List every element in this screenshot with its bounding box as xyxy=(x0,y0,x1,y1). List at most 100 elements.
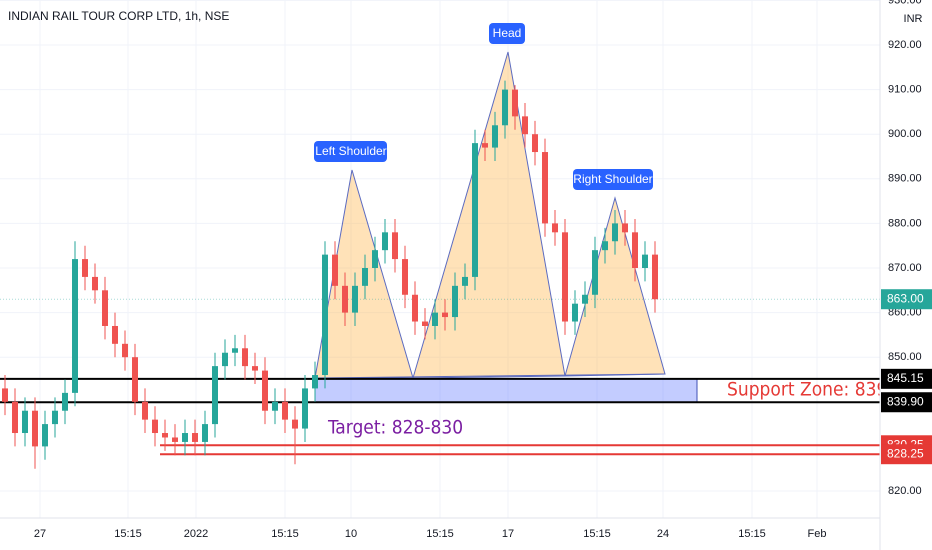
candle-body xyxy=(192,433,198,442)
candle-body xyxy=(162,433,168,438)
price-badge xyxy=(881,368,932,389)
candle-body xyxy=(532,134,538,153)
candle-body xyxy=(152,419,158,434)
candle-body xyxy=(272,401,278,411)
candle-body xyxy=(322,254,328,376)
candle-body xyxy=(342,285,348,313)
price-badge-label: 839.90 xyxy=(887,394,924,408)
levels xyxy=(0,298,880,456)
price-axis xyxy=(880,0,932,550)
candle-body xyxy=(622,223,628,233)
label-box xyxy=(314,141,387,162)
x-tick-label: 17 xyxy=(502,528,514,540)
candle-body xyxy=(632,232,638,268)
candle-body xyxy=(12,401,18,434)
head-label: Head xyxy=(493,26,522,40)
y-tick-label: 900.00 xyxy=(888,128,922,140)
candle-body xyxy=(172,437,178,442)
candle-body xyxy=(412,294,418,322)
candle-body xyxy=(312,375,318,389)
label-box xyxy=(489,23,525,44)
candle-body xyxy=(62,392,68,411)
candle-body xyxy=(462,276,468,286)
x-tick-label: 15:15 xyxy=(271,528,299,540)
candle-body xyxy=(92,276,98,291)
candle-body xyxy=(262,370,268,411)
candle-body xyxy=(552,223,558,233)
x-tick-label: 15:15 xyxy=(426,528,454,540)
candle-body xyxy=(422,321,428,326)
candle-body xyxy=(242,348,248,367)
candle-body xyxy=(382,232,388,251)
support-zone xyxy=(314,378,698,403)
candle-body xyxy=(582,294,588,304)
candle-body xyxy=(52,410,58,425)
candle-body xyxy=(212,366,218,425)
candle-body xyxy=(482,143,488,148)
y-tick-label: 910.00 xyxy=(888,84,922,96)
candle-body xyxy=(492,125,498,148)
axis-labels: 820.00 850.00 860.00 870.00 880.00 890.00 900.… xyxy=(34,0,932,540)
target-label: Target: 828-830 xyxy=(327,417,463,439)
x-tick-label: 24 xyxy=(657,528,669,540)
candle-body xyxy=(302,388,308,429)
candle-body xyxy=(512,89,518,117)
candle-body xyxy=(182,433,188,442)
x-tick-label: 15:15 xyxy=(583,528,611,540)
price-badge xyxy=(881,289,932,310)
candle-body xyxy=(352,285,358,313)
head-shape xyxy=(412,51,566,379)
x-tick-label: 15:15 xyxy=(114,528,142,540)
price-badge xyxy=(881,392,932,413)
candle-body xyxy=(602,241,608,251)
candle-body xyxy=(232,348,238,353)
price-badge-label: 863.00 xyxy=(887,291,924,305)
candle-body xyxy=(452,285,458,318)
candle-body xyxy=(2,388,8,402)
price-badge-label: 828.25 xyxy=(887,446,924,460)
candle-body xyxy=(502,89,508,126)
currency: INR xyxy=(904,13,923,25)
price-badge xyxy=(881,444,932,465)
candle-body xyxy=(362,268,368,286)
y-tick-label: 890.00 xyxy=(888,173,922,185)
x-tick-label: 15:15 xyxy=(738,528,766,540)
candle-body xyxy=(132,357,138,402)
candle-body xyxy=(42,424,48,447)
candle-body xyxy=(392,232,398,260)
y-tick-label: 880.00 xyxy=(888,217,922,229)
label-box xyxy=(573,169,653,190)
x-tick-label: Feb xyxy=(808,528,827,540)
chart-title: INDIAN RAIL TOUR CORP LTD, 1h, NSE xyxy=(8,9,229,23)
candle-body xyxy=(142,401,148,420)
candle-body xyxy=(332,254,338,286)
candle-body xyxy=(72,259,78,393)
right-shoulder-label: Right Shoulder xyxy=(573,172,652,186)
candle-body xyxy=(402,259,408,295)
candle-body xyxy=(372,250,378,268)
candle-body xyxy=(472,143,478,277)
candle-body xyxy=(102,290,108,326)
candle-body xyxy=(542,152,548,224)
candle-body xyxy=(652,254,658,300)
candle-body xyxy=(522,116,528,135)
candles xyxy=(2,80,658,469)
x-tick-label: 2022 xyxy=(184,528,208,540)
candle-body xyxy=(22,410,28,434)
grid xyxy=(0,0,880,518)
y-tick-label: 920.00 xyxy=(888,39,922,51)
candle-body xyxy=(432,312,438,326)
candle-body xyxy=(32,410,38,447)
y-tick-label: 860.00 xyxy=(888,307,922,319)
y-tick-label: 870.00 xyxy=(888,262,922,274)
price-badge-label: 845.15 xyxy=(887,371,924,385)
candle-body xyxy=(572,303,578,322)
candle-body xyxy=(442,312,448,318)
x-tick-label: 27 xyxy=(34,528,46,540)
candle-body xyxy=(612,223,618,242)
candle-body xyxy=(292,419,298,429)
candle-body xyxy=(122,343,128,358)
